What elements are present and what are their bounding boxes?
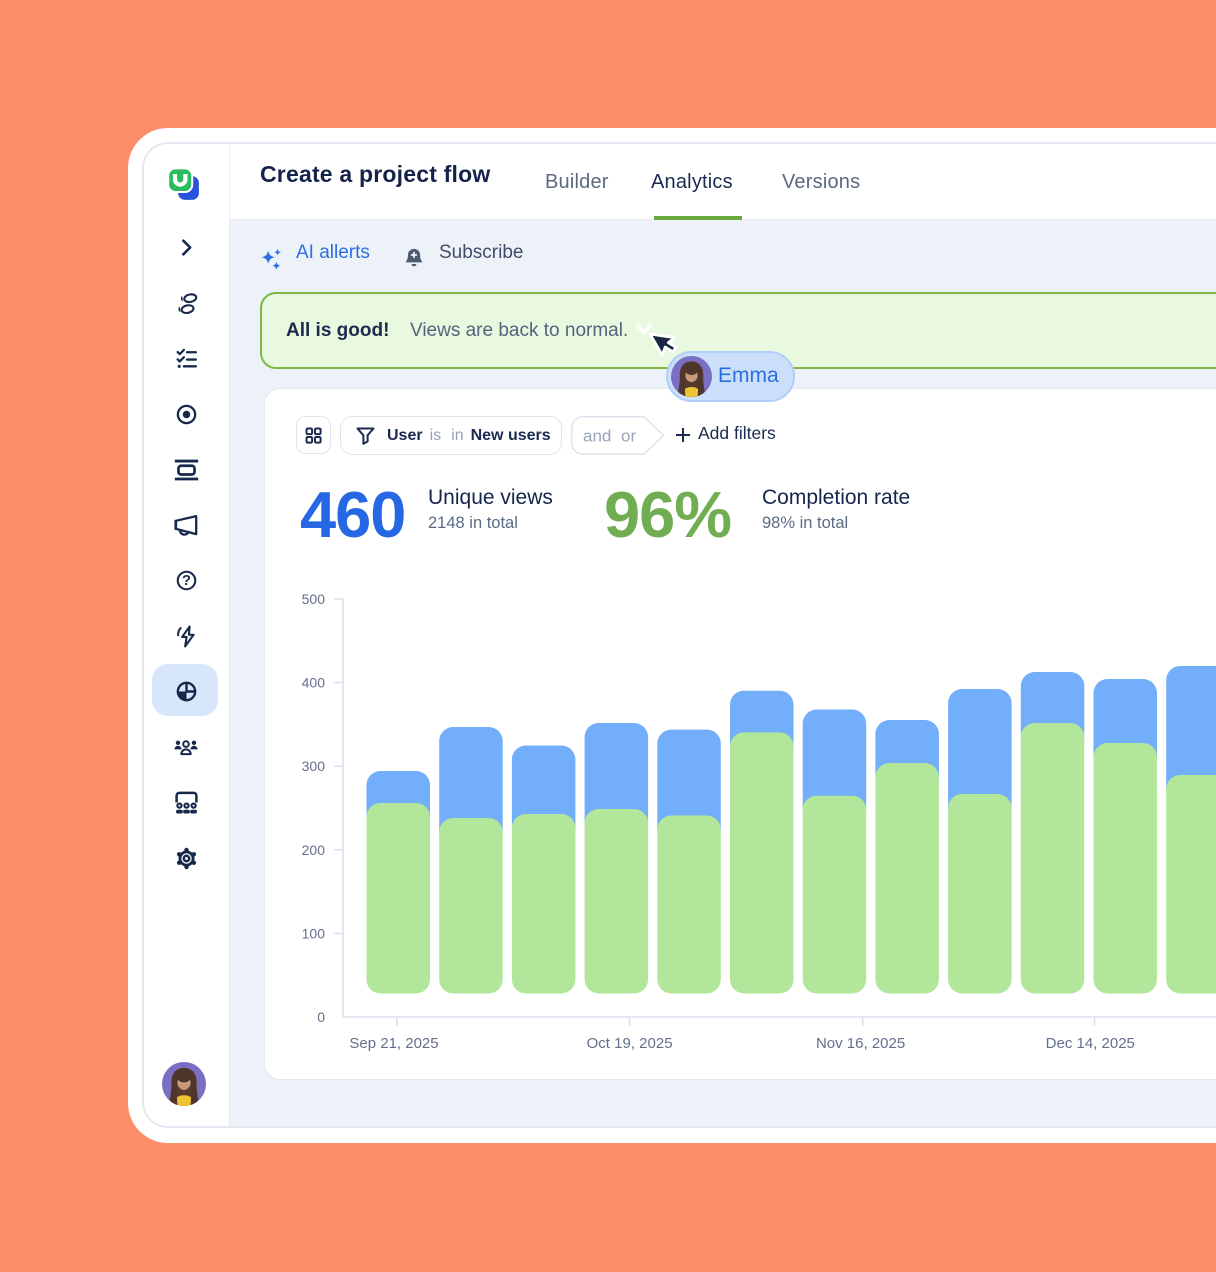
svg-text:0: 0 [317, 1009, 325, 1025]
svg-text:300: 300 [302, 758, 326, 774]
svg-text:500: 500 [302, 591, 326, 607]
svg-text:?: ? [182, 573, 191, 589]
svg-text:200: 200 [302, 842, 326, 858]
svg-text:400: 400 [302, 675, 326, 691]
svg-text:or: or [621, 427, 636, 446]
svg-text:Sep 21, 2025: Sep 21, 2025 [349, 1035, 438, 1052]
svg-text:Dec 14, 2025: Dec 14, 2025 [1046, 1035, 1135, 1052]
svg-text:Nov 16, 2025: Nov 16, 2025 [816, 1035, 905, 1052]
svg-text:and: and [583, 427, 611, 446]
svg-text:Oct 19, 2025: Oct 19, 2025 [587, 1035, 673, 1052]
svg-text:100: 100 [302, 925, 326, 941]
